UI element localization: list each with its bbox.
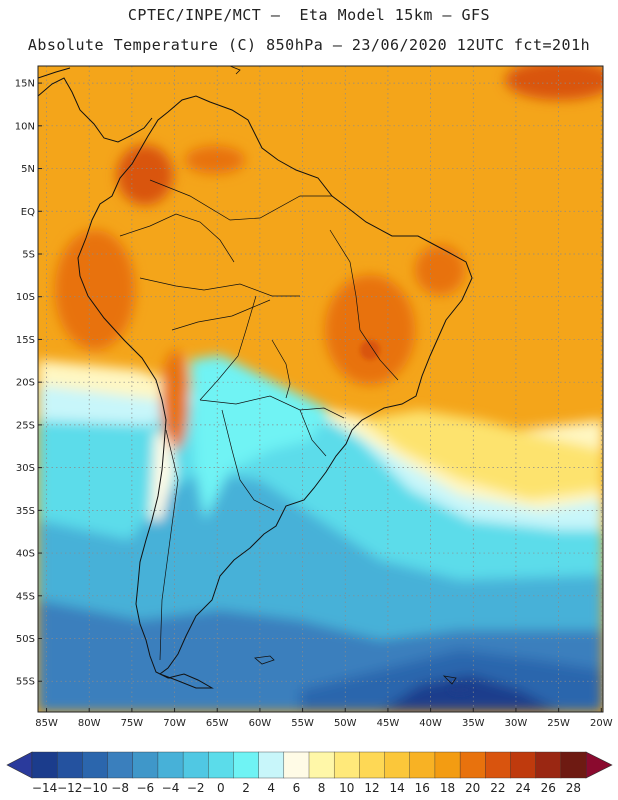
lat-tick-label: 5S [22,249,35,260]
lon-tick-label: 60W [249,718,272,729]
colorbar-label: −4 [162,781,180,795]
colorbar-label: −2 [187,781,205,795]
lat-tick-label: 20S [16,378,35,389]
yellow-ocean-band [360,410,603,500]
islands [229,66,457,685]
lat-tick-label: 40S [16,549,35,560]
colorbar-label: 24 [515,781,530,795]
colorbar-swatch [82,751,109,779]
lat-tick-label: 30S [16,463,35,474]
temperature-field [38,66,603,712]
colorbar-swatch [459,751,486,779]
country-borders [119,179,399,661]
colorbar-swatch [107,751,134,779]
colorbar-swatch [510,751,537,779]
hotspot-venezuela [185,146,245,174]
cool-tongue [190,355,330,520]
central-america-coastline [38,67,153,143]
colorbar-swatch [283,751,310,779]
lat-tick-label: 45S [16,591,35,602]
hotspot-northeast [415,245,465,295]
colorbar-swatch [485,751,511,779]
lat-tick-label: 55S [16,677,35,688]
colorbar-swatch [258,751,285,779]
colorbar-label: 26 [541,781,556,795]
longitude-tick-labels: 85W 80W 75W 70W 65W 60W 55W 50W 45W 40W 35W 30W 25W 2… [35,708,613,729]
lat-tick-label: 15N [15,79,35,90]
colorbar-label: −12 [57,781,82,795]
lat-tick-label: 15S [16,335,35,346]
colorbar-swatch [56,751,83,779]
hotspot-atlantic [505,66,603,100]
colorbar-swatch [434,751,461,779]
lon-tick-label: 35W [462,718,485,729]
lon-tick-label: 85W [35,718,58,729]
lon-tick-label: 65W [206,718,229,729]
colorbar-label: −6 [136,781,154,795]
hotspot-peru-coast [55,230,135,350]
colorbar-swatch [308,751,335,779]
lon-tick-label: 25W [547,718,570,729]
colorbar-swatch [157,751,184,779]
colorbar-label: 14 [389,781,404,795]
andes-strip [150,430,175,520]
lon-tick-label: 70W [163,718,186,729]
colorbar-swatch [409,751,436,779]
colorbar-label: 6 [293,781,301,795]
colorbar-label: −14 [32,781,57,795]
colorbar-swatch [182,751,209,779]
lon-tick-label: 20W [590,718,613,729]
colorbar-label: 28 [566,781,581,795]
colorbar-label: 18 [440,781,455,795]
lon-tick-label: 50W [334,718,357,729]
lon-tick-label: 80W [78,718,101,729]
colorbar-label: 12 [364,781,379,795]
colorbar-swatch [333,751,360,779]
colorbar-swatch [208,751,234,779]
lat-tick-label: 10N [15,121,35,132]
lon-tick-label: 55W [291,718,314,729]
colorbar-under-triangle [6,751,33,779]
colorbar-label: 10 [339,781,354,795]
colorbar-swatch [535,751,562,779]
lat-tick-label: 50S [16,634,35,645]
colorbar-swatch [560,751,587,779]
cold-core [380,675,560,712]
colorbar-swatch [359,751,386,779]
lat-tick-label: 25S [16,420,35,431]
lon-tick-label: 45W [377,718,400,729]
colorbar-label: 8 [318,781,326,795]
hotspot-small [360,340,380,360]
lat-tick-label: EQ [21,207,35,218]
lon-tick-label: 30W [505,718,528,729]
hotspot-brazil [325,275,415,385]
colorbar-swatch [384,751,411,779]
lon-tick-label: 40W [419,718,442,729]
colorbar-label: −8 [111,781,129,795]
lat-tick-label: 10S [16,292,35,303]
latitude-tick-labels: 15N 10N 5N EQ 5S 10S 15S 20S 25S 30S 35S 40S 45S 50S 5… [15,79,42,688]
south-america-coastline [77,95,473,689]
colorbar-label: 20 [465,781,480,795]
lon-tick-label: 75W [121,718,144,729]
colorbar-swatch [233,751,260,779]
lat-tick-label: 5N [21,164,35,175]
colorbar-label: 0 [217,781,225,795]
plot-frame [37,65,604,713]
cold-spot [448,685,472,695]
colorbar-over-triangle [585,751,613,779]
colorbar-label: 2 [242,781,250,795]
colorbar-label: −10 [82,781,107,795]
hotspot-colombia [117,145,173,205]
colorbar: −14 −12 −10 −8 −6 −4 −2 0 2 4 6 8 10 12 14 16 18 20 22 24 26… [6,751,613,795]
colorbar-label: 4 [267,781,275,795]
chart-title-line-1: CPTEC/INPE/MCT – Eta Model 15km – GFS [127,6,491,24]
colorbar-label: 16 [415,781,430,795]
lat-tick-label: 35S [16,506,35,517]
colorbar-swatch [31,751,58,779]
colorbar-label: 22 [490,781,505,795]
chart-title-line-2: Absolute Temperature (C) 850hPa – 23/06/… [27,36,591,54]
colorbar-swatch [132,751,159,779]
